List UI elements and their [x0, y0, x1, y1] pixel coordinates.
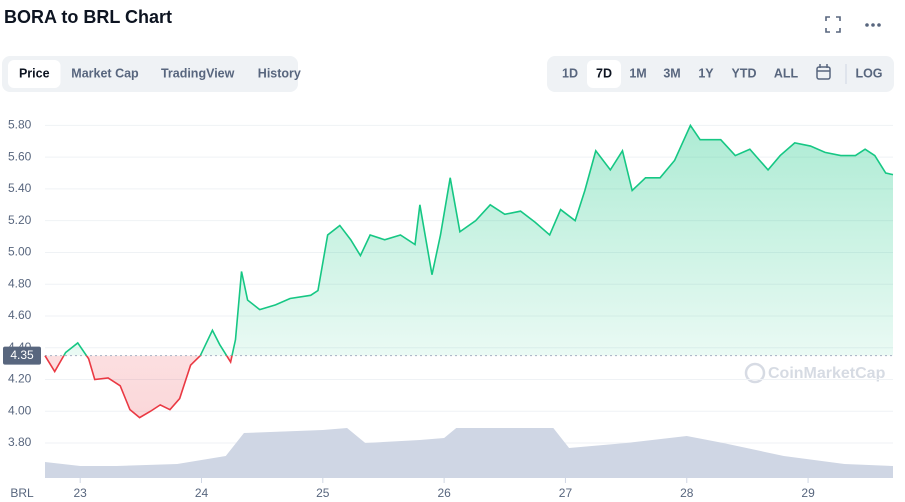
- price-area-down: [45, 355, 233, 418]
- y-tick-label: 5.00: [8, 245, 32, 259]
- tab[interactable]: TradingView: [161, 66, 235, 80]
- y-tick-label: 5.60: [8, 149, 32, 163]
- currency-label: BRL: [10, 486, 34, 500]
- range-selected-bg: [587, 60, 621, 88]
- range-button[interactable]: ALL: [774, 66, 799, 80]
- watermark-text: CoinMarketCap: [768, 365, 886, 382]
- tab-selected-bg: [8, 60, 61, 88]
- x-tick-label: 29: [801, 486, 815, 500]
- y-tick-label: 4.60: [8, 308, 32, 322]
- x-tick-label: 28: [680, 486, 694, 500]
- tab[interactable]: Price: [19, 66, 50, 80]
- x-tick-label: 26: [437, 486, 451, 500]
- price-line-down: [44, 355, 233, 419]
- expand-icon[interactable]: [825, 16, 841, 33]
- range-button[interactable]: 1M: [629, 66, 646, 80]
- more-icon[interactable]: [865, 23, 881, 27]
- y-tick-label: 4.00: [8, 403, 32, 417]
- y-tick-label: 5.80: [8, 118, 32, 132]
- range-button[interactable]: 1Y: [698, 66, 714, 80]
- tab-bar: [2, 56, 298, 92]
- range-button[interactable]: 1D: [562, 66, 578, 80]
- watermark: CoinMarketCap: [744, 362, 886, 384]
- x-tick-label: 25: [316, 486, 330, 500]
- price-area-up: [45, 125, 893, 356]
- calendar-icon[interactable]: [816, 64, 831, 80]
- price-line-up: [44, 123, 894, 356]
- range-button[interactable]: 7D: [596, 66, 612, 80]
- log-button[interactable]: LOG: [855, 66, 882, 80]
- x-tick-label: 23: [74, 486, 88, 500]
- volume-area: [45, 428, 893, 478]
- x-tick-label: 27: [559, 486, 573, 500]
- y-tick-label: 4.80: [8, 276, 32, 290]
- range-button[interactable]: 3M: [663, 66, 680, 80]
- range-button[interactable]: YTD: [732, 66, 757, 80]
- y-tick-label: 4.20: [8, 372, 32, 386]
- y-tick-label: 5.40: [8, 181, 32, 195]
- x-tick-label: 24: [195, 486, 209, 500]
- tab[interactable]: History: [258, 66, 301, 80]
- y-tick-label: 5.20: [8, 213, 32, 227]
- range-bar: [547, 56, 894, 92]
- baseline-label: 4.35: [10, 348, 34, 362]
- tab[interactable]: Market Cap: [71, 66, 139, 80]
- baseline-label-bg: [3, 346, 41, 365]
- y-tick-label: 3.80: [8, 435, 32, 449]
- chart-title: BORA to BRL Chart: [4, 7, 172, 27]
